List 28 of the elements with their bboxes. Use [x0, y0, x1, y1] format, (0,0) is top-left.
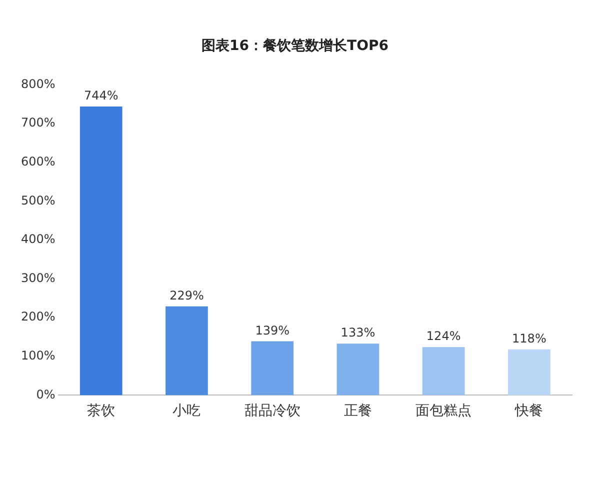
y-tick-label: 600% — [20, 154, 56, 169]
y-tick-label: 0% — [36, 387, 56, 402]
bar — [336, 344, 380, 396]
y-tick-label: 700% — [20, 116, 56, 130]
x-tick-label: 甜品冷饮 — [244, 403, 300, 420]
y-tick-label: 200% — [20, 310, 56, 324]
bar — [422, 347, 465, 396]
data-label: 744% — [84, 88, 118, 103]
y-tick-label: 100% — [20, 348, 56, 363]
bar — [508, 349, 550, 396]
y-tick-label: 800% — [20, 76, 56, 91]
x-tick-label: 茶饮 — [87, 403, 116, 420]
bar — [166, 306, 208, 396]
x-tick-label: 快餐 — [514, 403, 544, 420]
x-tick-label: 正餐 — [344, 403, 372, 420]
y-tick-label: 300% — [20, 270, 56, 285]
bar — [251, 341, 294, 396]
data-label: 133% — [340, 326, 376, 340]
data-label: 139% — [255, 323, 290, 338]
x-tick-label: 面包糕点 — [416, 403, 472, 420]
y-tick-label: 400% — [20, 232, 56, 246]
data-label: 124% — [426, 329, 461, 344]
chart-title: 图表16：餐饮笔数增长TOP6 — [202, 38, 388, 54]
y-tick-label: 500% — [20, 193, 56, 208]
bar — [80, 106, 122, 396]
data-label: 229% — [170, 288, 204, 302]
x-tick-label: 小吃 — [172, 403, 201, 420]
data-label: 118% — [512, 332, 546, 346]
